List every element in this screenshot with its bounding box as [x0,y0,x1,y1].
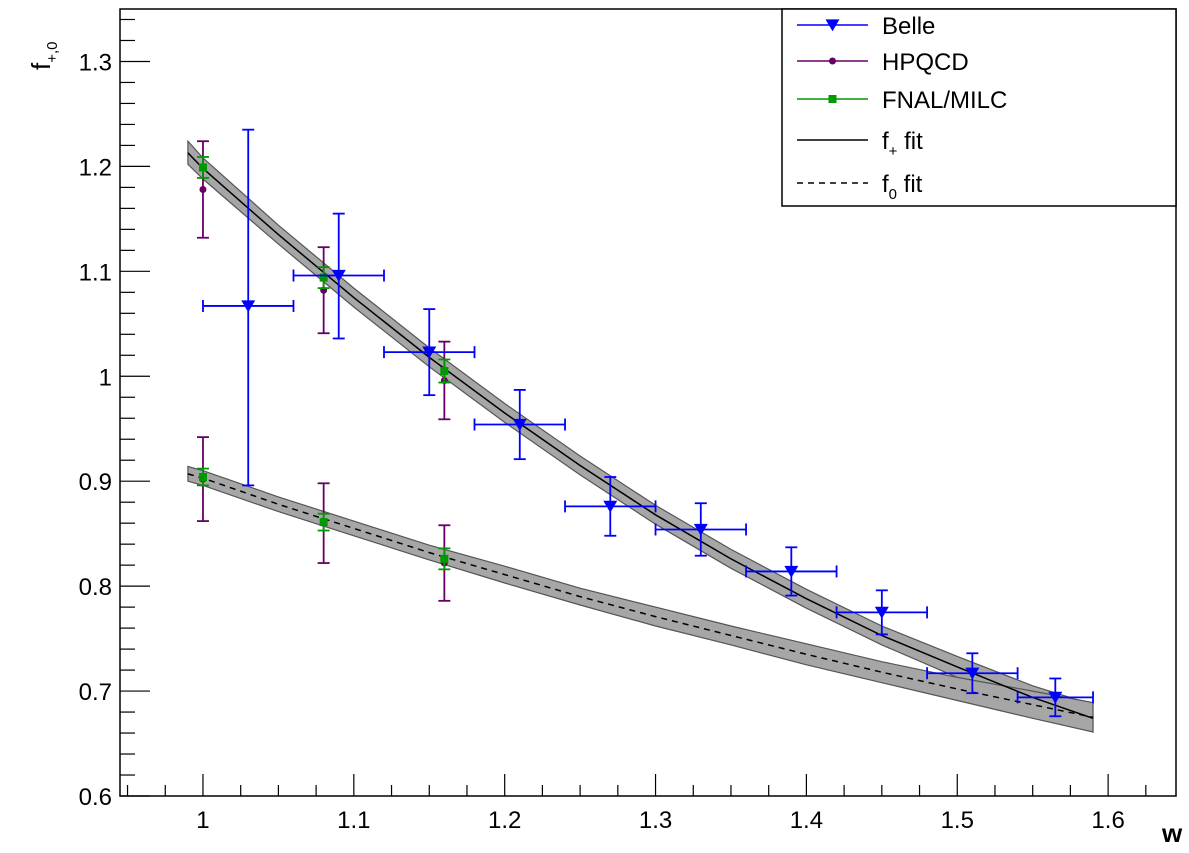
belle-point [745,546,838,597]
y-axis-title: f+,0 [26,41,61,70]
belle-point [654,502,747,557]
belle-marker [331,269,346,282]
belle-point [383,308,476,397]
fnal-milc-marker [440,367,449,376]
legend-label-belle: Belle [882,13,935,40]
legend-marker-fnal [828,95,837,103]
data-points [196,128,1094,718]
fnal-milc-point [438,358,451,384]
belle-marker [965,667,980,680]
fnal-milc-point [196,467,209,487]
x-axis: 1 1.1 1.2 1.3 1.4 1.5 1.6 [126,774,1147,834]
x-tick-label: 1 [196,807,209,834]
fnal-milc-point [196,156,209,179]
belle-point [926,652,1019,695]
x-axis-title: w [1161,818,1183,848]
fnal-milc-point [438,547,451,571]
legend-box [781,8,1177,207]
y-tick-label: 1.2 [79,154,112,181]
legend-label-fzero: f0 fit [882,171,923,203]
legend-marker-belle [825,19,840,32]
y-tick-label: 0.8 [79,574,112,601]
belle-marker [603,500,618,513]
fnal-milc-point [317,512,330,532]
x-tick-label: 1.4 [790,807,823,834]
fnal-milc-marker [319,273,328,282]
fnal-milc-marker [440,554,449,563]
belle-marker [512,418,527,431]
fit-curves [187,152,1094,720]
y-tick-label: 1.1 [79,259,112,286]
fit-line-0 [187,152,1094,720]
legend-marker-hpqcd [829,57,836,65]
y-axis-title-main: f [26,62,56,70]
legend: Belle HPQCD FNAL/MILC f+ fit f0 fit [781,8,1177,207]
legend-label-fnal: FNAL/MILC [882,87,1007,114]
y-tick-label: 0.7 [79,679,112,706]
belle-marker [784,565,799,578]
belle-point [473,389,566,461]
belle-marker [1048,691,1063,704]
belle-point [202,128,295,487]
legend-label-fplus: f+ fit [882,128,923,160]
fnal-milc-point [317,266,330,290]
fit-line-1 [187,473,1094,719]
y-tick-label: 1 [99,364,112,391]
belle-point [564,476,657,537]
y-tick-label: 0.9 [79,469,112,496]
plot-frame [119,8,1177,797]
fit-error-bands [187,139,1094,733]
y-tick-label: 0.6 [79,784,112,811]
x-tick-label: 1.6 [1091,807,1124,834]
legend-entry-hpqcd: HPQCD [797,49,969,76]
y-axis: 0.6 0.7 0.8 0.9 1 1.1 1.2 1.3 [79,18,150,811]
belle-marker [422,346,437,359]
belle-point [835,589,928,636]
x-tick-label: 1.2 [488,807,521,834]
legend-entry-fnal: FNAL/MILC [797,87,1007,114]
fnal-milc-marker [198,163,207,172]
fnal-milc-marker [319,518,328,527]
legend-entry-fzero: f0 fit [797,171,923,203]
y-axis-title-sub: +,0 [44,41,61,62]
belle-marker [241,300,256,313]
legend-label-hpqcd: HPQCD [882,49,969,76]
belle-point [1016,677,1094,718]
x-tick-label: 1.5 [941,807,974,834]
belle-marker [693,523,708,536]
y-tick-label: 1.3 [79,49,112,76]
fnal-milc-marker [198,473,207,482]
legend-entry-belle: Belle [797,13,935,40]
legend-entry-fplus: f+ fit [797,128,923,160]
x-tick-label: 1.3 [639,807,672,834]
x-tick-label: 1.1 [337,807,370,834]
svg-text:f+,0: f+,0 [26,41,61,70]
hpqcd-marker [199,185,207,193]
fit-band-1 [187,465,1094,733]
belle-marker [874,606,889,619]
belle-point [292,212,385,340]
